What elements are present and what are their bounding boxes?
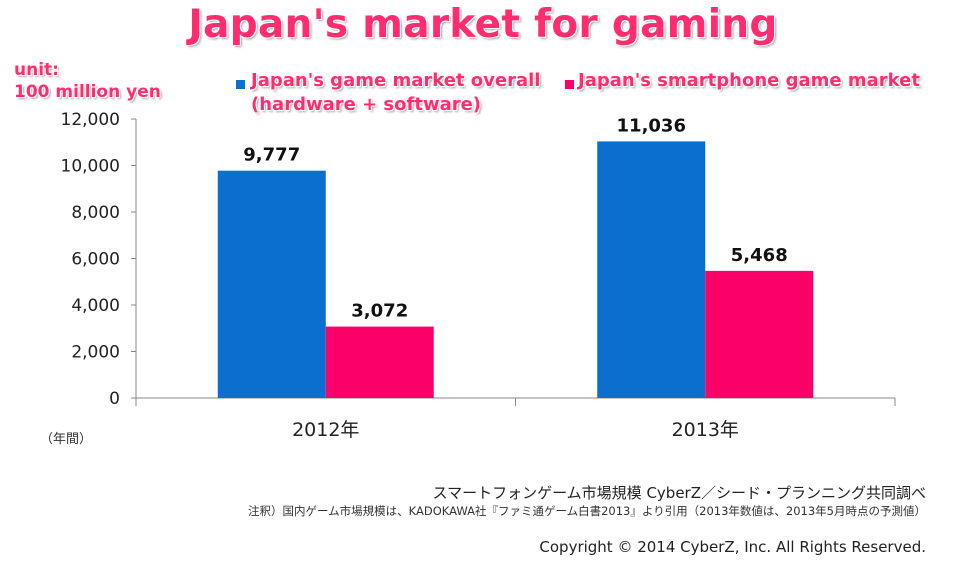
bar [325,326,434,398]
unit-value-label: 100 million yen [14,82,161,102]
data-label: 11,036 [617,115,686,136]
legend-label-smartphone: Japan's smartphone game market [578,70,920,91]
y-tick-label: 8,000 [71,203,120,223]
source-credit: スマートフォンゲーム市場規模 CyberZ／シード・プランニング共同調べ [432,484,926,502]
y-tick-label: 0 [109,389,120,409]
x-tick-label: 2013年 [672,419,739,441]
y-tick-label: 2,000 [71,343,120,363]
bar [597,141,706,398]
y-tick-label: 4,000 [71,296,120,316]
legend-label-overall: Japan's game market overall [251,70,541,91]
source-note: 注釈）国内ゲーム市場規模は、KADOKAWA社『ファミ通ゲーム白書2013』より… [248,504,926,518]
data-label: 3,072 [351,301,408,322]
data-label: 9,777 [243,145,300,166]
data-label: 5,468 [731,245,788,266]
legend-swatch-smartphone [565,80,574,89]
unit-label: unit: [14,60,59,80]
legend-label-overall-detail: (hardware + software) [251,94,482,115]
legend-swatch-overall [236,80,245,89]
chart-title: Japan's market for gaming [188,2,778,47]
copyright-notice: Copyright © 2014 CyberZ, Inc. All Rights… [539,538,926,556]
year-unit-label: （年間） [40,432,93,447]
y-tick-label: 10,000 [61,157,120,177]
x-tick-label: 2012年 [292,419,359,441]
bar [217,170,326,398]
y-tick-label: 6,000 [71,250,120,270]
y-tick-label: 12,000 [61,110,120,130]
bar [705,270,814,398]
